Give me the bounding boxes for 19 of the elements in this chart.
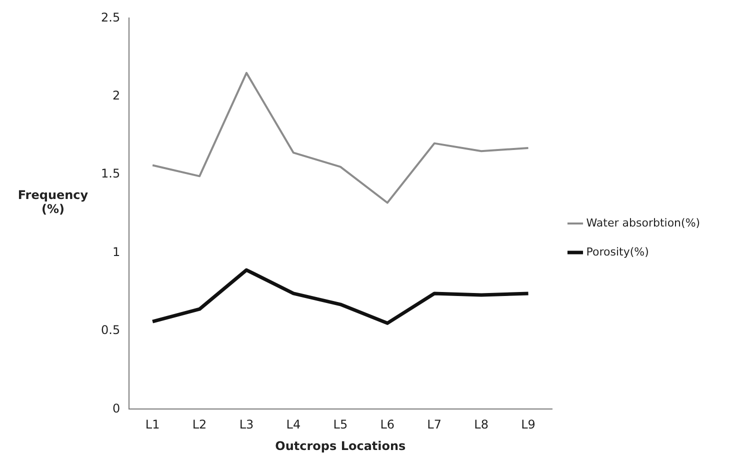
x-tick-label: L5 (333, 418, 348, 432)
y-tick-label: 1 (112, 244, 120, 259)
y-tick-label: 2.5 (100, 10, 120, 24)
x-axis-title: Outcrops Locations (275, 438, 406, 453)
x-tick-label: L1 (145, 418, 160, 432)
x-tick-label: L3 (239, 418, 254, 432)
x-tick-label: L2 (192, 418, 207, 432)
x-tick-label: L9 (521, 418, 536, 432)
y-tick-label: 0 (112, 401, 120, 416)
y-tick-label: 2 (112, 88, 120, 103)
x-tick-label: L7 (427, 418, 442, 432)
legend-label: Water absorbtion(%) (586, 216, 700, 230)
y-tick-label: 1.5 (100, 166, 120, 181)
x-tick-label: L4 (286, 418, 301, 432)
x-tick-label: L6 (380, 418, 395, 432)
x-tick-label: L8 (474, 418, 488, 432)
y-tick-label: 0.5 (100, 323, 120, 338)
y-axis-title: Frequency (%) (16, 188, 90, 216)
legend-label: Porosity(%) (586, 245, 649, 258)
